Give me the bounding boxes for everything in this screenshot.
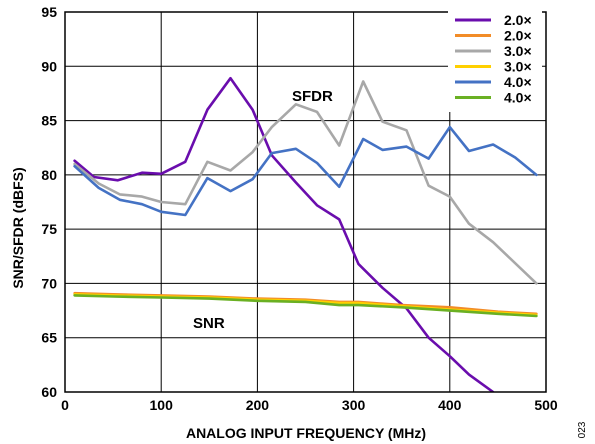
legend-label-4: 3.0×: [504, 59, 532, 75]
legend: 2.0×2.0×3.0×3.0×4.0×4.0×: [448, 11, 542, 112]
legend-label-1: 2.0×: [504, 12, 532, 28]
series-line-5: [73, 125, 538, 217]
y-tick-label: 60: [41, 384, 57, 400]
y-tick-label: 65: [41, 330, 57, 346]
legend-label-2: 2.0×: [504, 28, 532, 44]
series-lines: [73, 76, 538, 392]
legend-label-5: 4.0×: [504, 74, 532, 90]
x-tick-labels: 0 100 200 300 400 500: [61, 397, 558, 413]
y-tick-label: 95: [41, 4, 57, 20]
x-tick-label: 100: [150, 397, 174, 413]
series-line-3: [73, 80, 538, 285]
y-tick-label: 75: [41, 221, 57, 237]
y-tick-label: 90: [41, 58, 57, 74]
sfdr-annotation: SFDR: [292, 88, 333, 105]
y-tick-label: 70: [41, 275, 57, 291]
y-axis-label: SNR/SFDR (dBFS): [10, 167, 26, 288]
plot-frame: [64, 11, 547, 393]
x-tick-label: 300: [342, 397, 366, 413]
figure-id: 023: [577, 421, 588, 438]
y-tick-labels: 60 65 70 75 80 85 90 95: [41, 4, 57, 400]
x-axis-label: ANALOG INPUT FREQUENCY (MHz): [186, 425, 426, 441]
legend-label-6: 4.0×: [504, 90, 532, 106]
x-tick-label: 200: [246, 397, 270, 413]
x-tick-label: 400: [438, 397, 462, 413]
y-tick-label: 85: [41, 113, 57, 129]
legend-box: [448, 11, 542, 112]
snr-annotation: SNR: [193, 315, 225, 332]
series-line-1: [73, 76, 495, 392]
x-tick-label: 0: [61, 397, 69, 413]
y-tick-label: 80: [41, 167, 57, 183]
legend-label-3: 3.0×: [504, 43, 532, 59]
x-tick-label: 500: [534, 397, 558, 413]
series-line-6: [73, 294, 538, 318]
